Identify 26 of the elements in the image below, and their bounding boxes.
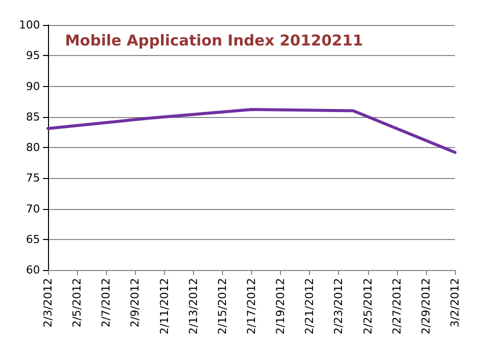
y-tick-label: 90: [26, 80, 40, 93]
x-tick-label: 2/5/2012: [70, 278, 84, 328]
line-series: [46, 108, 456, 154]
y-tick-label: 65: [26, 232, 40, 246]
x-tick-label: 2/17/2012: [245, 278, 258, 334]
x-tick-label: 3/2/2012: [448, 278, 462, 328]
x-tick-label: 2/11/2012: [158, 278, 171, 334]
x-tick-label: 2/25/2012: [361, 278, 374, 334]
x-tick-label: 2/9/2012: [128, 278, 142, 328]
text: Mobile Application Index 20120211: [65, 32, 364, 50]
x-tick-label: 2/7/2012: [100, 278, 113, 328]
x-tick-label: 2/13/2012: [186, 278, 200, 334]
y-tick-label: 100: [19, 18, 40, 32]
y-tick-label: 80: [26, 141, 40, 154]
x-tick-label: 2/21/2012: [303, 278, 316, 334]
y-tick-label: 75: [26, 172, 40, 185]
x-tick-label: 2/23/2012: [332, 278, 346, 334]
x-tick-label: 2/15/2012: [216, 278, 229, 334]
y-tick-label: 95: [26, 49, 40, 62]
y-tick-label: 70: [26, 202, 40, 216]
x-tick-label: 2/3/2012: [42, 278, 54, 328]
x-tick-label: 2/29/2012: [419, 278, 432, 334]
x-tick-label: 2/27/2012: [390, 278, 404, 334]
y-tick-label: 60: [26, 264, 40, 276]
y-tick-label: 85: [26, 110, 40, 124]
x-tick-label: 2/19/2012: [274, 278, 288, 334]
